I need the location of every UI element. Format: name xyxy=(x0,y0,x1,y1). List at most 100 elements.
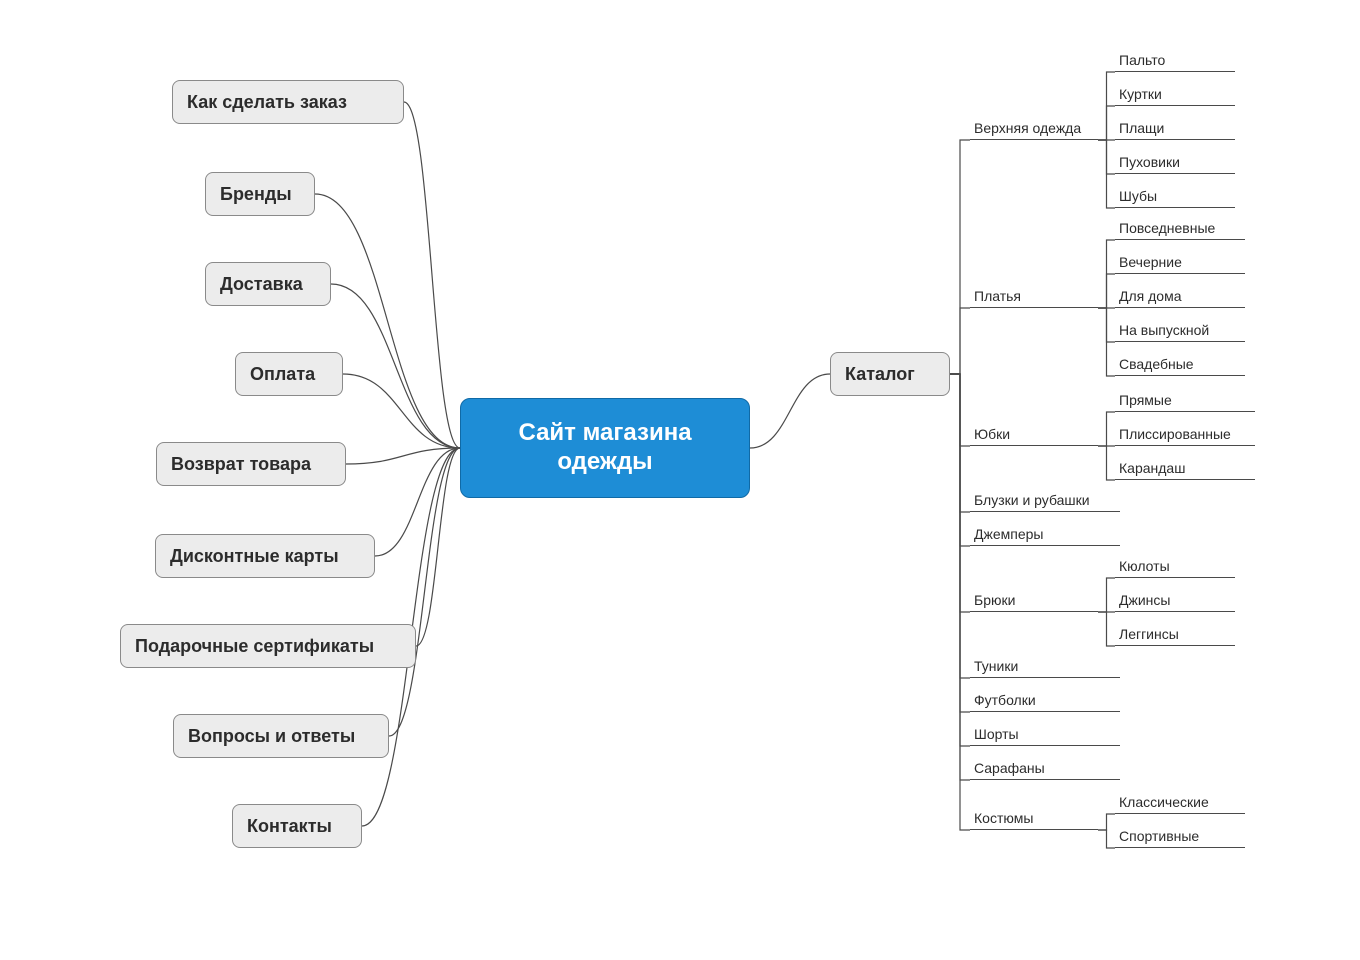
edge-r_catalog-c_tunics xyxy=(950,374,970,678)
edge-c_outer-o_coat xyxy=(1098,72,1115,140)
node-label: Брюки xyxy=(974,592,1015,608)
edge-c_pants-p_culottes xyxy=(1098,578,1115,612)
edge-root-l_discount xyxy=(375,448,460,556)
node-label: Классические xyxy=(1119,794,1209,810)
node-c_tshirts: Футболки xyxy=(970,688,1120,712)
node-d_casual: Повседневные xyxy=(1115,216,1245,240)
edge-c_pants-p_leggings xyxy=(1098,612,1115,646)
node-c_dresses: Платья xyxy=(970,284,1098,308)
node-label: Карандаш xyxy=(1119,460,1185,476)
edge-root-l_delivery xyxy=(331,284,460,448)
edge-c_outer-o_fur xyxy=(1098,140,1115,208)
node-label: Дисконтные карты xyxy=(170,546,339,567)
node-label: Подарочные сертификаты xyxy=(135,636,374,657)
node-c_outer: Верхняя одежда xyxy=(970,116,1098,140)
edge-c_skirts-s_straight xyxy=(1098,412,1115,446)
node-label: Вопросы и ответы xyxy=(188,726,355,747)
node-label: На выпускной xyxy=(1119,322,1209,338)
edge-r_catalog-c_shorts xyxy=(950,374,970,746)
node-d_grad: На выпускной xyxy=(1115,318,1245,342)
node-label: Спортивные xyxy=(1119,828,1199,844)
edge-c_outer-o_down xyxy=(1098,140,1115,174)
node-p_jeans: Джинсы xyxy=(1115,588,1235,612)
node-l_gift: Подарочные сертификаты xyxy=(120,624,416,668)
node-d_evening: Вечерние xyxy=(1115,250,1245,274)
edge-r_catalog-c_blouses xyxy=(950,374,970,512)
node-s_pleated: Плиссированные xyxy=(1115,422,1255,446)
node-label: Вечерние xyxy=(1119,254,1182,270)
node-label: Шубы xyxy=(1119,188,1157,204)
edge-c_suits-su_classic xyxy=(1098,814,1115,830)
node-label: Кюлоты xyxy=(1119,558,1170,574)
node-label: Сарафаны xyxy=(974,760,1045,776)
node-label: Джинсы xyxy=(1119,592,1170,608)
node-label: Прямые xyxy=(1119,392,1172,408)
node-c_shorts: Шорты xyxy=(970,722,1120,746)
node-label: Джемперы xyxy=(974,526,1043,542)
node-l_contacts: Контакты xyxy=(232,804,362,848)
node-label: Блузки и рубашки xyxy=(974,492,1090,508)
node-label: Юбки xyxy=(974,426,1010,442)
node-label: Плиссированные xyxy=(1119,426,1231,442)
edge-root-l_faq xyxy=(389,448,460,736)
node-s_pencil: Карандаш xyxy=(1115,456,1255,480)
edge-r_catalog-c_tshirts xyxy=(950,374,970,712)
edge-c_dresses-d_grad xyxy=(1098,308,1115,342)
node-label: Леггинсы xyxy=(1119,626,1179,642)
node-s_straight: Прямые xyxy=(1115,388,1255,412)
node-label: Как сделать заказ xyxy=(187,92,347,113)
edge-c_dresses-d_wedding xyxy=(1098,308,1115,376)
node-o_fur: Шубы xyxy=(1115,184,1235,208)
node-label: Плащи xyxy=(1119,120,1164,136)
edge-r_catalog-c_sundress xyxy=(950,374,970,780)
node-p_culottes: Кюлоты xyxy=(1115,554,1235,578)
node-label: Туники xyxy=(974,658,1018,674)
edge-root-l_payment xyxy=(343,374,460,448)
node-l_order: Как сделать заказ xyxy=(172,80,404,124)
node-label: Футболки xyxy=(974,692,1036,708)
edge-c_suits-su_sport xyxy=(1098,830,1115,848)
node-label: Доставка xyxy=(220,274,303,295)
edge-root-l_order xyxy=(404,102,460,448)
node-label: Сайт магазинаодежды xyxy=(518,419,691,477)
node-r_catalog: Каталог xyxy=(830,352,950,396)
mindmap-stage: Сайт магазинаодежды Как сделать заказ Брен… xyxy=(0,0,1360,960)
node-c_skirts: Юбки xyxy=(970,422,1098,446)
node-l_brands: Бренды xyxy=(205,172,315,216)
node-l_payment: Оплата xyxy=(235,352,343,396)
edge-root-l_gift xyxy=(416,448,460,646)
node-c_suits: Костюмы xyxy=(970,806,1098,830)
edge-r_catalog-c_skirts xyxy=(950,374,970,446)
node-o_jacket: Куртки xyxy=(1115,82,1235,106)
node-label: Платья xyxy=(974,288,1021,304)
node-label: Пуховики xyxy=(1119,154,1180,170)
node-label: Бренды xyxy=(220,184,292,205)
node-su_classic: Классические xyxy=(1115,790,1245,814)
node-label: Повседневные xyxy=(1119,220,1215,236)
edge-root-l_brands xyxy=(315,194,460,448)
edge-r_catalog-c_outer xyxy=(950,140,970,374)
node-c_blouses: Блузки и рубашки xyxy=(970,488,1120,512)
node-su_sport: Спортивные xyxy=(1115,824,1245,848)
node-label: Возврат товара xyxy=(171,454,311,475)
node-label: Верхняя одежда xyxy=(974,120,1081,136)
node-p_leggings: Леггинсы xyxy=(1115,622,1235,646)
node-o_down: Пуховики xyxy=(1115,150,1235,174)
edge-r_catalog-c_suits xyxy=(950,374,970,830)
node-o_coat: Пальто xyxy=(1115,48,1235,72)
node-root: Сайт магазинаодежды xyxy=(460,398,750,498)
edge-root-r_catalog xyxy=(750,374,830,448)
node-o_raincoat: Плащи xyxy=(1115,116,1235,140)
node-c_sundress: Сарафаны xyxy=(970,756,1120,780)
node-label: Оплата xyxy=(250,364,315,385)
node-c_tunics: Туники xyxy=(970,654,1120,678)
edge-c_dresses-d_evening xyxy=(1098,274,1115,308)
edge-r_catalog-c_dresses xyxy=(950,308,970,374)
edge-c_dresses-d_casual xyxy=(1098,240,1115,308)
edge-r_catalog-c_pants xyxy=(950,374,970,612)
node-l_return: Возврат товара xyxy=(156,442,346,486)
node-d_wedding: Свадебные xyxy=(1115,352,1245,376)
edge-r_catalog-c_jumpers xyxy=(950,374,970,546)
edge-c_outer-o_jacket xyxy=(1098,106,1115,140)
node-label: Пальто xyxy=(1119,52,1165,68)
